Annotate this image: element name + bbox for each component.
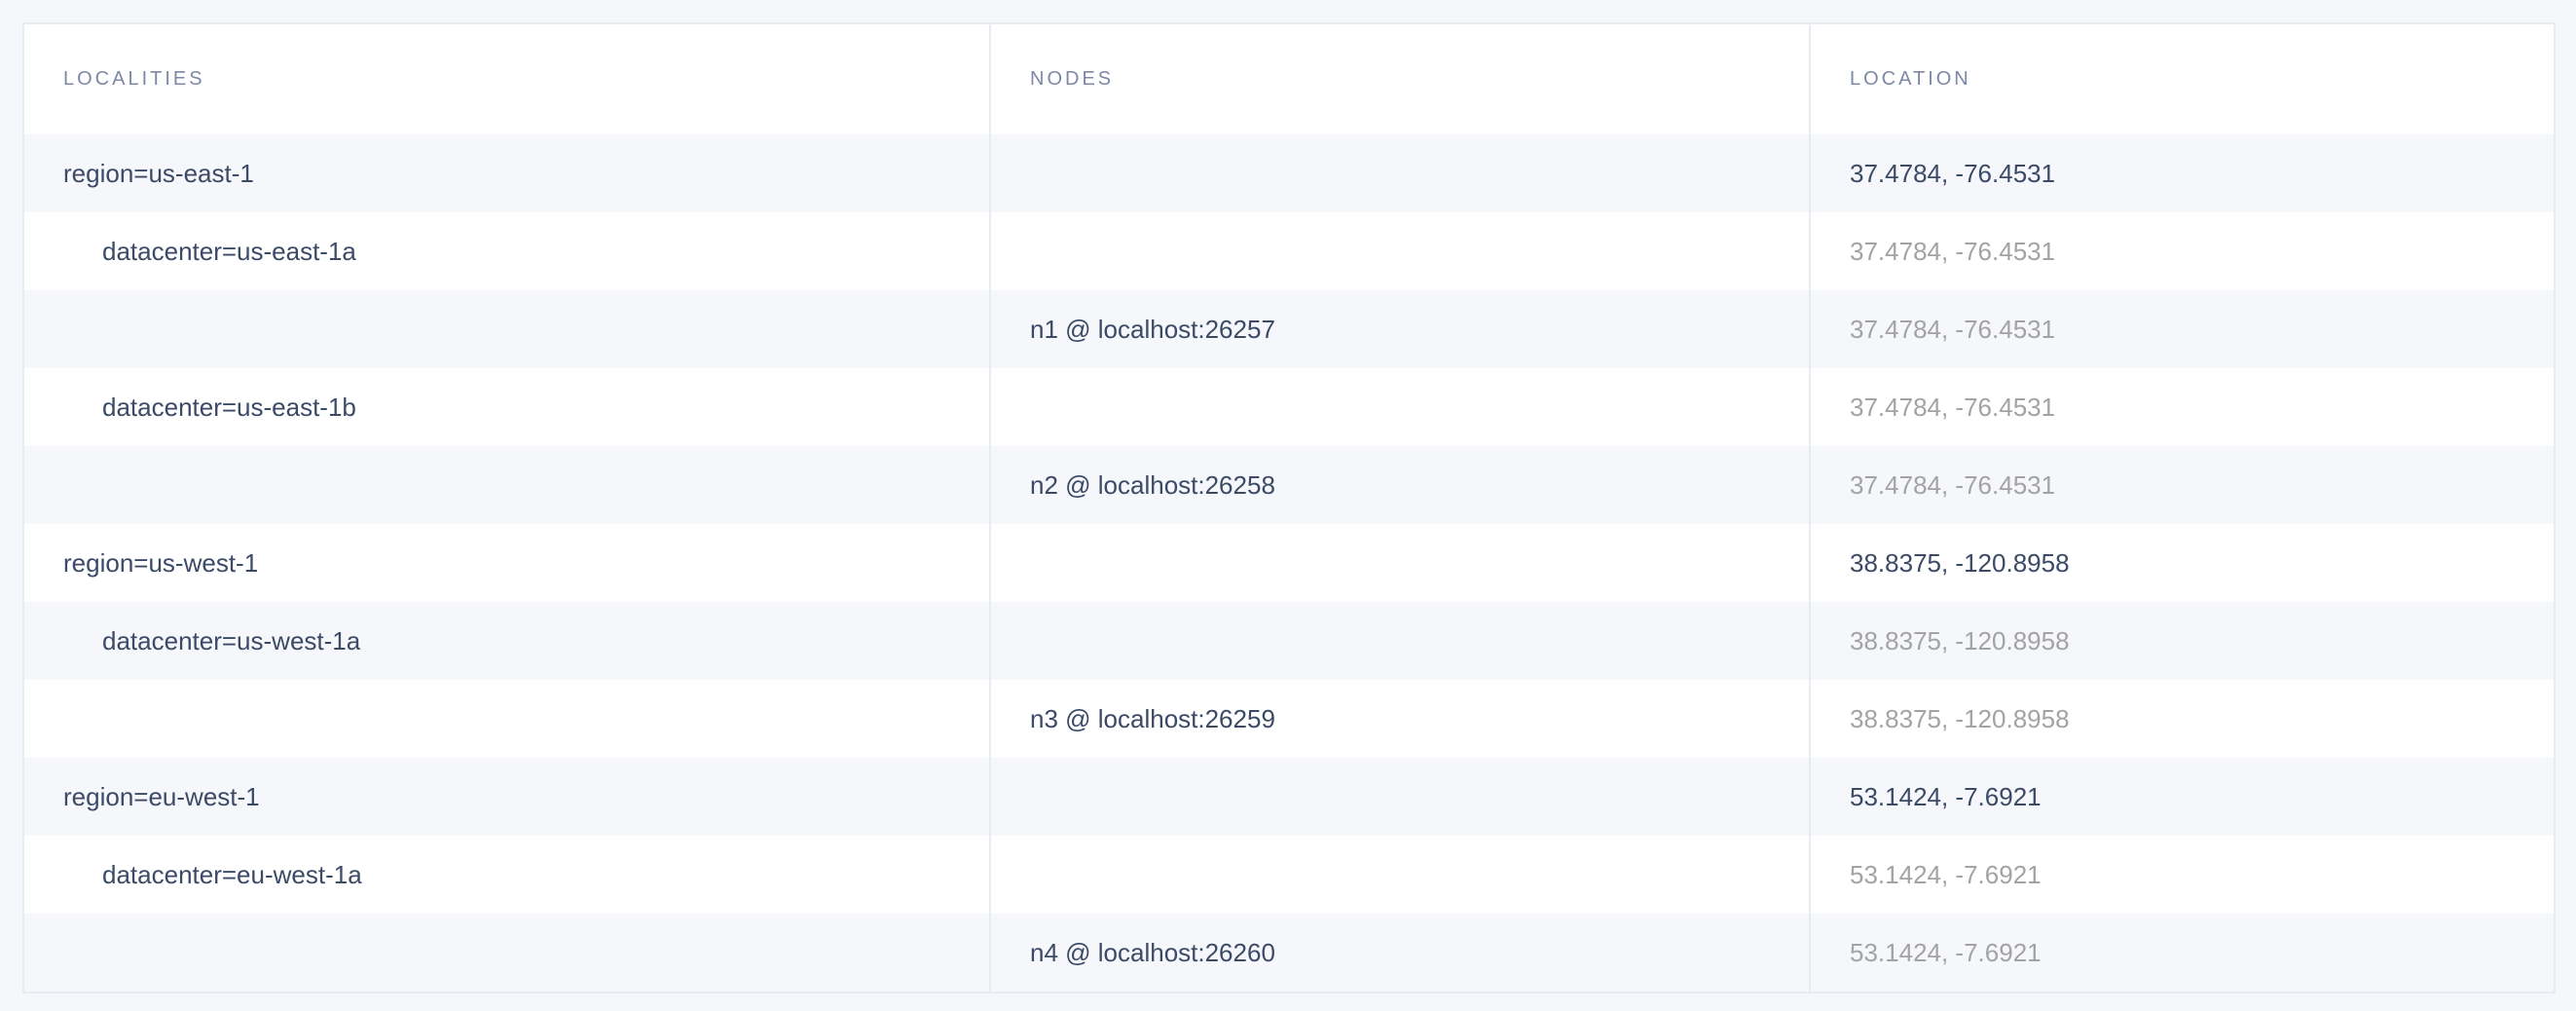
node-cell (991, 134, 1811, 212)
node-cell: n1 @ localhost:26257 (991, 290, 1811, 368)
table-row: datacenter=eu-west-1a 53.1424, -7.6921 (24, 836, 2554, 914)
location-cell: 38.8375, -120.8958 (1850, 547, 2070, 578)
localities-table: LOCALITIES NODES LOCATION region=us-east… (22, 22, 2556, 993)
locality-cell: datacenter=us-east-1b (24, 368, 991, 446)
header-nodes: NODES (991, 24, 1811, 134)
node-cell (991, 602, 1811, 680)
location-cell: 38.8375, -120.8958 (1850, 625, 2070, 655)
locality-cell (24, 680, 991, 758)
node-cell (991, 212, 1811, 290)
table-row: region=eu-west-1 53.1424, -7.6921 (24, 758, 2554, 836)
locality-cell: region=us-east-1 (24, 134, 991, 212)
node-cell (991, 368, 1811, 446)
location-cell: 37.4784, -76.4531 (1850, 236, 2056, 266)
location-cell: 53.1424, -7.6921 (1850, 937, 2042, 967)
table-row: n3 @ localhost:26259 38.8375, -120.8958 (24, 680, 2554, 758)
table-row: n1 @ localhost:26257 37.4784, -76.4531 (24, 290, 2554, 368)
node-cell: n4 @ localhost:26260 (991, 914, 1811, 992)
table-row: region=us-west-1 38.8375, -120.8958 (24, 524, 2554, 602)
locality-cell: datacenter=eu-west-1a (24, 836, 991, 914)
locality-cell: datacenter=us-west-1a (24, 602, 991, 680)
location-cell: 37.4784, -76.4531 (1850, 158, 2056, 188)
node-cell: n3 @ localhost:26259 (991, 680, 1811, 758)
location-cell: 53.1424, -7.6921 (1850, 859, 2042, 889)
node-cell: n2 @ localhost:26258 (991, 446, 1811, 524)
table-header: LOCALITIES NODES LOCATION (24, 24, 2554, 134)
table-row: region=us-east-1 37.4784, -76.4531 (24, 134, 2554, 212)
table-row: datacenter=us-west-1a 38.8375, -120.8958 (24, 602, 2554, 680)
locality-cell: datacenter=us-east-1a (24, 212, 991, 290)
table-row: n4 @ localhost:26260 53.1424, -7.6921 (24, 914, 2554, 992)
node-cell (991, 758, 1811, 836)
table-row: datacenter=us-east-1b 37.4784, -76.4531 (24, 368, 2554, 446)
location-cell: 38.8375, -120.8958 (1850, 703, 2070, 733)
location-cell: 37.4784, -76.4531 (1850, 392, 2056, 422)
locality-cell: region=us-west-1 (24, 524, 991, 602)
node-cell (991, 524, 1811, 602)
locality-cell: region=eu-west-1 (24, 758, 991, 836)
table-body: region=us-east-1 37.4784, -76.4531 datacen… (24, 134, 2554, 992)
table-row: datacenter=us-east-1a 37.4784, -76.4531 (24, 212, 2554, 290)
locality-cell (24, 290, 991, 368)
location-cell: 53.1424, -7.6921 (1850, 781, 2042, 811)
location-cell: 37.4784, -76.4531 (1850, 469, 2056, 500)
locality-cell (24, 446, 991, 524)
table-row: n2 @ localhost:26258 37.4784, -76.4531 (24, 446, 2554, 524)
location-cell: 37.4784, -76.4531 (1850, 314, 2056, 344)
locality-cell (24, 914, 991, 992)
node-cell (991, 836, 1811, 914)
header-location: LOCATION (1850, 68, 1971, 90)
header-localities: LOCALITIES (24, 24, 991, 134)
